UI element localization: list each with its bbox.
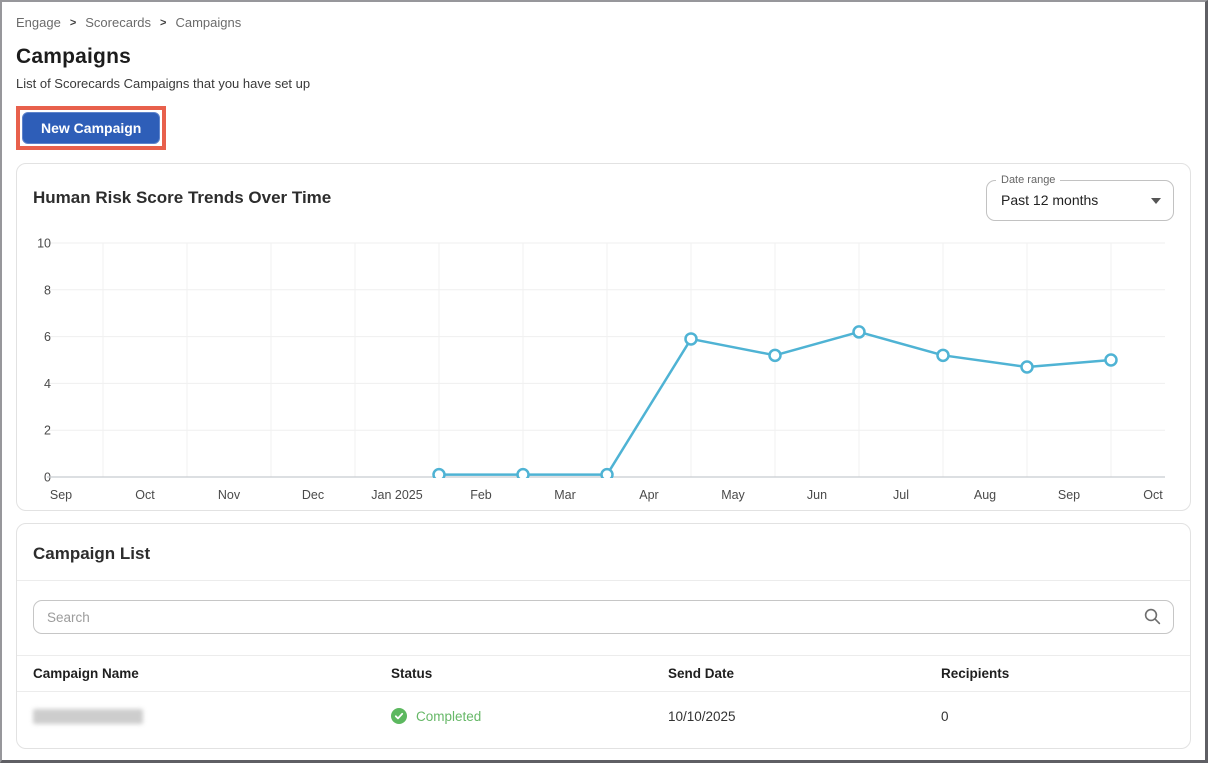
divider	[17, 580, 1190, 581]
check-circle-icon	[391, 708, 407, 724]
table-header: Campaign Name Status Send Date Recipient…	[17, 655, 1190, 692]
svg-text:Sep: Sep	[1058, 488, 1080, 502]
column-recipients: Recipients	[941, 666, 1010, 681]
svg-text:Jun: Jun	[807, 488, 827, 502]
svg-text:Aug: Aug	[974, 488, 996, 502]
svg-text:Jul: Jul	[893, 488, 909, 502]
page: Engage > Scorecards > Campaigns Campaign…	[2, 2, 1205, 749]
svg-text:8: 8	[44, 283, 51, 297]
status-badge: Completed	[391, 708, 668, 724]
svg-text:Sep: Sep	[50, 488, 72, 502]
svg-text:Feb: Feb	[470, 488, 492, 502]
svg-text:Oct: Oct	[135, 488, 155, 502]
new-campaign-button[interactable]: New Campaign	[22, 112, 161, 144]
page-title: Campaigns	[16, 45, 131, 68]
search-input[interactable]	[33, 600, 1174, 634]
status-text: Completed	[416, 708, 482, 724]
recipients-cell: 0	[941, 708, 949, 724]
svg-text:Nov: Nov	[218, 488, 241, 502]
search-icon[interactable]	[1143, 607, 1162, 626]
column-send-date: Send Date	[668, 666, 735, 681]
date-range-label: Date range	[996, 174, 1061, 186]
svg-text:Mar: Mar	[554, 488, 576, 502]
campaign-name-redacted	[33, 708, 143, 724]
date-range-select[interactable]: Date range Past 12 months	[986, 174, 1174, 221]
send-date-cell: 10/10/2025	[668, 708, 736, 724]
trend-chart-title: Human Risk Score Trends Over Time	[33, 188, 332, 207]
date-range-value: Past 12 months	[1001, 192, 1099, 208]
chevron-down-icon	[1151, 198, 1161, 204]
campaign-list-card: Campaign List Campaign Name Status Send …	[16, 523, 1191, 749]
svg-text:2: 2	[44, 424, 51, 438]
svg-text:Apr: Apr	[639, 488, 658, 502]
table-row[interactable]: Completed 10/10/2025 0	[17, 692, 1190, 740]
column-status: Status	[391, 666, 433, 681]
breadcrumb-engage[interactable]: Engage	[16, 15, 61, 30]
svg-text:Jan 2025: Jan 2025	[371, 488, 422, 502]
column-campaign-name: Campaign Name	[33, 666, 139, 681]
breadcrumb-scorecards[interactable]: Scorecards	[85, 15, 152, 30]
breadcrumb-campaigns: Campaigns	[175, 15, 242, 30]
page-subtitle: List of Scorecards Campaigns that you ha…	[16, 76, 311, 91]
svg-text:6: 6	[44, 330, 51, 344]
svg-text:4: 4	[44, 377, 51, 391]
campaign-list-title: Campaign List	[33, 544, 151, 563]
annotation-highlight-box: New Campaign	[16, 106, 167, 150]
svg-text:Oct: Oct	[1143, 488, 1163, 502]
trend-chart-card: Human Risk Score Trends Over Time Date r…	[16, 163, 1191, 511]
svg-text:Dec: Dec	[302, 488, 324, 502]
svg-text:10: 10	[37, 237, 51, 251]
chevron-right-icon: >	[69, 16, 77, 29]
svg-text:May: May	[721, 488, 745, 502]
breadcrumb: Engage > Scorecards > Campaigns	[16, 2, 1191, 30]
chevron-right-icon: >	[160, 16, 167, 29]
search-box	[33, 600, 1174, 634]
risk-trend-line-chart: 0246810SepOctNovDecJan 2025FebMarAprMayJ…	[37, 237, 1165, 502]
